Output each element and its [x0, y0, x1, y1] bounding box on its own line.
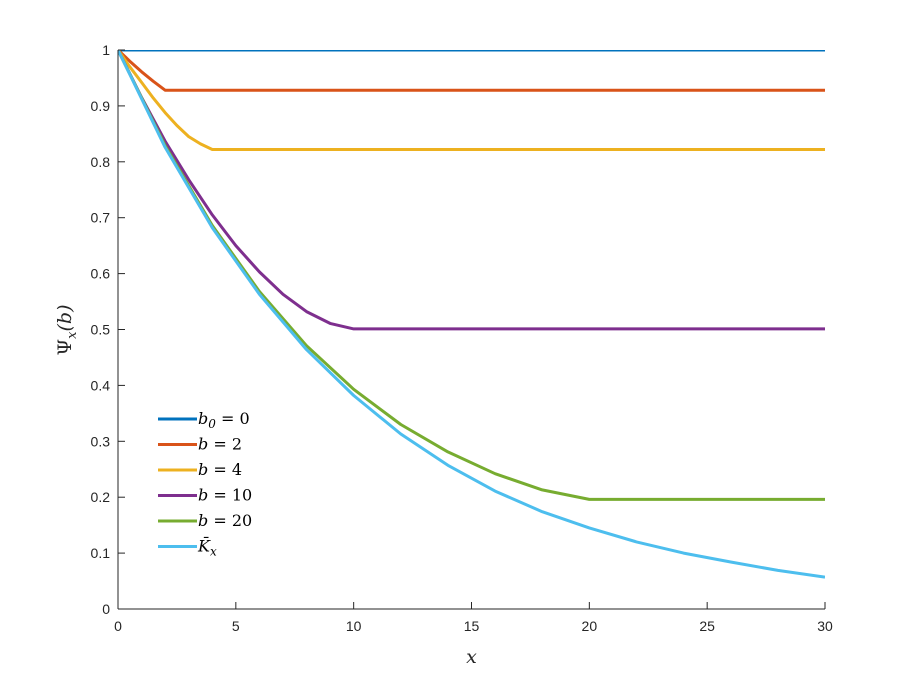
legend-label: b = 4 [198, 460, 242, 479]
y-tick-label: 0 [102, 601, 110, 617]
legend-label-rest: = 20 [208, 511, 252, 530]
legend-label-rest: = 2 [208, 435, 242, 454]
series-line-6 [118, 50, 825, 579]
x-tick-label: 25 [699, 618, 715, 634]
legend-label: b0 = 0 [198, 409, 250, 431]
x-tick-label: 10 [346, 618, 362, 634]
series-line-4 [118, 50, 825, 331]
legend-label-sub: x [210, 545, 217, 559]
y-tick-label: 0.7 [91, 210, 111, 226]
y-tick-label: 0.3 [91, 433, 111, 449]
y-tick-label: 0.2 [91, 489, 111, 505]
legend-item: K̄x [158, 535, 217, 559]
y-axis-label: Ψx(b) [54, 304, 80, 355]
legend-label-main: b [198, 460, 208, 479]
legend-item: b = 4 [158, 460, 242, 479]
legend-label: b = 20 [198, 511, 252, 530]
y-tick-label: 0.5 [91, 322, 111, 338]
x-tick-label: 0 [114, 618, 122, 634]
legend-label-main: b [198, 435, 208, 454]
y-axis-label-arg: (b) [54, 304, 76, 331]
y-axis-label-sub: x [65, 331, 80, 339]
legend-label: b = 10 [198, 486, 252, 505]
legend-label: K̄x [197, 535, 217, 559]
legend-label-sub: 0 [208, 417, 216, 431]
legend-item: b = 20 [158, 511, 252, 530]
y-tick-label: 0.9 [91, 98, 111, 114]
y-axis-label-main: Ψ [54, 339, 76, 356]
y-tick-label: 1 [102, 42, 110, 58]
legend-item: b = 10 [158, 486, 252, 505]
legend-label-main: b [198, 486, 208, 505]
y-tick-label: 0.6 [91, 266, 111, 282]
y-tick-label: 0.4 [91, 377, 111, 393]
legend-item: b0 = 0 [158, 409, 250, 431]
legend-item: b = 2 [158, 435, 242, 454]
x-tick-label: 30 [817, 618, 833, 634]
x-tick-label: 15 [464, 618, 480, 634]
y-tick-label: 0.1 [91, 545, 111, 561]
ticks-layer: 0 5 10 15 20 25 3000.10.20.30.40.50.60.70.80.9… [91, 42, 833, 634]
legend: b0 = 0b = 2b = 4b = 10b = 20K̄x [158, 409, 252, 559]
x-tick-label: 20 [582, 618, 598, 634]
x-axis-label: x [466, 646, 477, 668]
series-line-2 [118, 50, 825, 92]
legend-label: b = 2 [198, 435, 242, 454]
legend-label-main: K̄ [197, 535, 211, 556]
legend-label-rest: = 0 [216, 409, 250, 428]
series-line-3 [118, 50, 825, 151]
legend-label-main: b [198, 511, 208, 530]
legend-label-main: b [198, 409, 208, 428]
x-tick-label: 5 [232, 618, 240, 634]
legend-label-rest: = 10 [208, 486, 252, 505]
series-layer [118, 50, 825, 579]
y-tick-label: 0.8 [91, 154, 111, 170]
legend-label-rest: = 4 [208, 460, 242, 479]
